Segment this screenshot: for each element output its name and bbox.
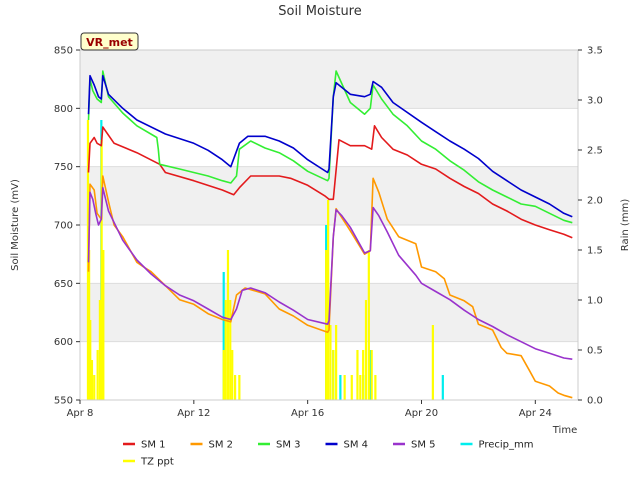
- y-axis-ticks: 550 600 650 700 750 800 850: [54, 46, 80, 407]
- x-tick-label: Apr 16: [291, 408, 324, 419]
- legend-entry: SM 2: [209, 440, 234, 451]
- y-tick-label: 850: [54, 46, 73, 57]
- y2-axis-ticks: 0.0 0.5 1.0 1.5 2.0 2.5 3.0 3.5: [578, 46, 603, 407]
- y2-tick-label: 3.5: [587, 46, 603, 57]
- y2-tick-label: 0.0: [587, 396, 603, 407]
- legend-entry: SM 5: [411, 440, 436, 451]
- series-lines: [87, 70, 573, 399]
- series-line: [87, 74, 573, 218]
- y2-tick-label: 1.5: [587, 246, 603, 257]
- legend-entry: Precip_mm: [479, 440, 534, 451]
- x-tick-label: Apr 20: [405, 408, 438, 419]
- y-tick-label: 750: [54, 162, 73, 173]
- legend-entry: SM 3: [276, 440, 301, 451]
- y-tick-label: 700: [54, 221, 73, 232]
- x-tick-label: Apr 24: [519, 408, 552, 419]
- y2-tick-label: 0.5: [587, 346, 603, 357]
- station-label-box: VR_met: [80, 32, 139, 51]
- y2-tick-label: 2.5: [587, 146, 603, 157]
- station-label: VR_met: [86, 36, 133, 49]
- series-line: [87, 125, 573, 239]
- x-tick-label: Apr 8: [67, 408, 94, 419]
- legend-entry: SM 4: [344, 440, 369, 451]
- x-tick-label: Apr 12: [177, 408, 210, 419]
- series-line: [87, 70, 573, 224]
- y-tick-label: 650: [54, 279, 73, 290]
- series-line: [87, 186, 573, 360]
- y2-axis-label: Rain (mm): [620, 199, 631, 252]
- y2-tick-label: 1.0: [587, 296, 603, 307]
- y-tick-label: 550: [54, 396, 73, 407]
- y2-tick-label: 2.0: [587, 196, 603, 207]
- chart-title: Soil Moisture: [278, 4, 362, 19]
- legend-entry: TZ ppt: [140, 457, 174, 468]
- background-band: [80, 50, 578, 109]
- precip-bars: [86, 120, 444, 400]
- x-axis-ticks: Apr 8 Apr 12 Apr 16 Apr 20 Apr 24: [67, 400, 552, 419]
- legend: SM 1 SM 2 SM 3 SM 4 SM 5 Precip_mm TZ ppt: [123, 440, 534, 468]
- x-axis-label: Time: [552, 425, 577, 436]
- y-axis-label: Soil Moisture (mV): [10, 179, 21, 271]
- y-tick-label: 800: [54, 104, 73, 115]
- station-label-bg: [80, 32, 139, 51]
- y-tick-label: 600: [54, 337, 73, 348]
- y2-tick-label: 3.0: [587, 96, 603, 107]
- legend-entry: SM 1: [141, 440, 166, 451]
